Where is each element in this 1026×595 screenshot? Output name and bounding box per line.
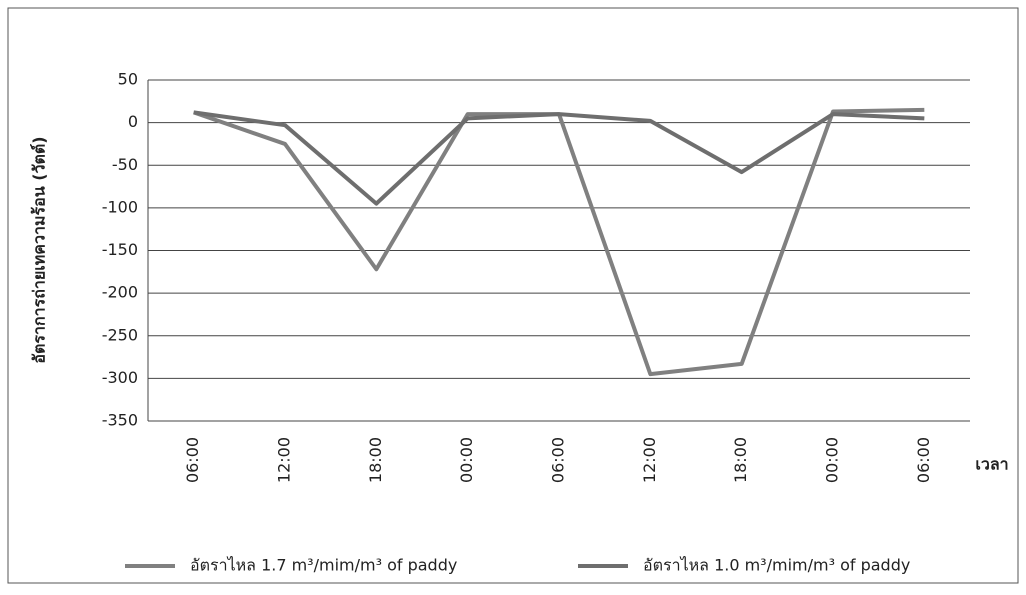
x-tick-label: 18:00 bbox=[731, 437, 750, 483]
y-tick-label: -250 bbox=[102, 325, 138, 344]
x-tick-label: 12:00 bbox=[275, 437, 294, 483]
x-tick-label: 18:00 bbox=[366, 437, 385, 483]
x-tick-label: 00:00 bbox=[457, 437, 476, 483]
x-tick-label: 06:00 bbox=[914, 437, 933, 483]
legend-label: อัตราไหล 1.7 m³/mim/m³ of paddy bbox=[190, 556, 457, 575]
series-line bbox=[194, 110, 925, 374]
legend-label: อัตราไหล 1.0 m³/mim/m³ of paddy bbox=[643, 556, 910, 575]
frame bbox=[8, 8, 1018, 583]
y-axis-title: อัตราการถ่ายเทความร้อน (วัตต์) bbox=[30, 136, 49, 363]
y-tick-label: 50 bbox=[118, 70, 138, 89]
chart: อัตราการถ่ายเทความร้อน (วัตต์) เวลา -350… bbox=[0, 0, 1026, 591]
x-axis-title: เวลา bbox=[975, 455, 1008, 474]
y-tick-label: -300 bbox=[102, 368, 138, 387]
y-tick-label: -50 bbox=[112, 155, 138, 174]
x-tick-label: 12:00 bbox=[640, 437, 659, 483]
x-tick-label: 00:00 bbox=[823, 437, 842, 483]
y-tick-label: -200 bbox=[102, 283, 138, 302]
x-tick-label: 06:00 bbox=[183, 437, 202, 483]
x-tick-label: 06:00 bbox=[549, 437, 568, 483]
y-tick-label: -100 bbox=[102, 197, 138, 216]
y-tick-label: 0 bbox=[128, 112, 138, 131]
y-tick-label: -350 bbox=[102, 411, 138, 430]
y-tick-label: -150 bbox=[102, 240, 138, 259]
